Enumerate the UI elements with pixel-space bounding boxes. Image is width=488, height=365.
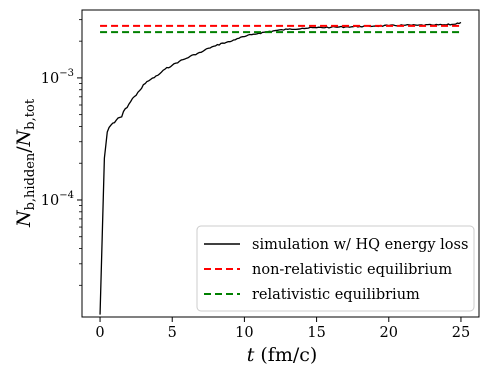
legend-label-non-relativistic: non-relativistic equilibrium [252,262,452,278]
y-label-slash: / [13,146,35,153]
y-label-n1: N [13,209,35,228]
x-tick-label: 20 [380,325,398,341]
x-axis-label-unit: (fm/c) [254,344,317,365]
legend-label-simulation: simulation w/ HQ energy loss [252,237,468,253]
x-tick-label: 0 [95,325,104,341]
y-label-sub-tot: b,tot [23,98,38,130]
y-axis-label: Nb,hidden/Nb,tot [13,98,38,228]
legend-label-relativistic: relativistic equilibrium [252,287,420,303]
x-tick-label: 10 [235,325,253,341]
y-tick-label: 10−3 [41,68,74,87]
legend-box [196,225,475,312]
y-label-sub-hidden: b,hidden [23,152,38,210]
x-tick-label: 15 [307,325,325,341]
axis-ticks: 0 5 10 15 20 25 10−3 10−4 [41,19,470,341]
legend: simulation w/ HQ energy loss non-relativ… [196,225,475,312]
x-axis-label-var: t [247,344,255,365]
y-label-n2: N [13,128,35,147]
y-tick-label: 10−4 [41,190,74,209]
x-axis-label: t (fm/c) [247,344,318,365]
series-layer [99,21,462,315]
x-tick-label: 5 [168,325,177,341]
x-tick-label: 25 [452,325,470,341]
